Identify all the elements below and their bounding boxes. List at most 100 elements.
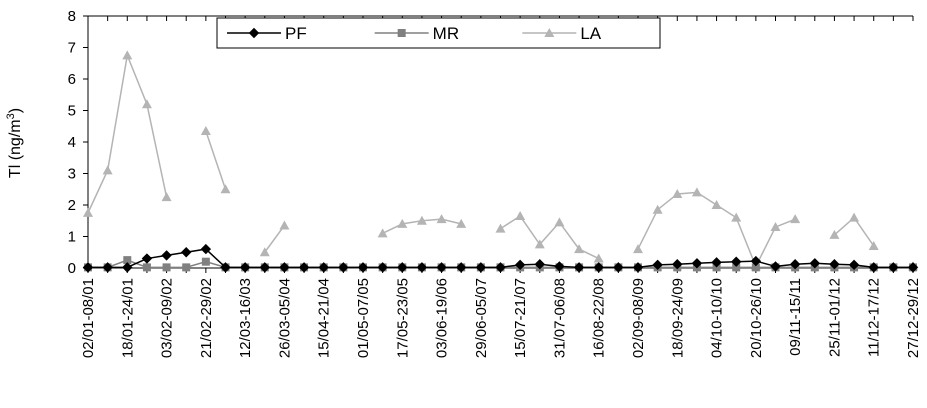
plot-area: 0 1 2 3 4 5 6 7 8 02/01-08/01 18/01-24/01 03/02-09/… <box>68 8 922 358</box>
series-pf-point <box>907 262 919 273</box>
series-pf-point <box>868 262 879 273</box>
series-pf-point <box>495 262 506 273</box>
x-tick-label: 03/06-19/06 <box>434 278 451 358</box>
x-tick-label: 02/01-08/01 <box>80 278 97 358</box>
series-pf-point <box>338 262 349 273</box>
series-la-line <box>833 216 875 247</box>
series-pf-point <box>848 259 860 271</box>
series-la-point <box>554 217 565 227</box>
series-pf-point <box>239 262 251 273</box>
series-la-point <box>574 244 585 254</box>
y-axis-title-text: Tl (ng/m <box>7 119 24 178</box>
series-mr-point <box>123 256 132 265</box>
y-tick-label: 4 <box>68 134 76 151</box>
series-pf-point <box>691 258 703 269</box>
series-la-point <box>868 240 879 250</box>
series-pf-point <box>554 261 565 272</box>
series-pf-point <box>220 262 231 273</box>
series-la-point <box>495 223 506 233</box>
series-pf-point <box>82 262 94 273</box>
series-pf-point <box>416 262 428 273</box>
series-pf-point <box>357 262 369 273</box>
y-tick-label: 5 <box>68 103 76 120</box>
series-pf-point <box>122 262 133 273</box>
series-pf-point <box>514 259 526 271</box>
legend-mr-label: MR <box>433 24 459 43</box>
series-pf-point <box>672 259 683 270</box>
x-tick-label: 18/01-24/01 <box>119 278 136 358</box>
series-la-line <box>205 130 227 190</box>
series-la-point <box>220 184 231 194</box>
series-pf-point <box>593 262 604 273</box>
x-tick-label: 01/05-07/05 <box>355 278 372 358</box>
legend-pf-label: PF <box>285 24 307 43</box>
series-pf-point <box>770 261 781 272</box>
series-pf-point <box>829 259 840 270</box>
series-la-point <box>141 99 152 109</box>
series-la-point <box>770 222 781 232</box>
series-la-point <box>652 204 663 214</box>
series-la-point <box>849 212 860 222</box>
series-la-point <box>829 229 840 239</box>
series-la-point <box>731 212 742 222</box>
series-pf-point <box>632 262 644 273</box>
series-mr-point <box>732 263 741 272</box>
series-pf-point <box>298 262 310 273</box>
series-la-point <box>259 247 270 257</box>
series-pf-point <box>397 262 408 273</box>
series-la-point <box>672 188 683 198</box>
x-tick-label: 17/05-23/05 <box>394 278 411 358</box>
series-la-point <box>279 220 290 230</box>
x-tick-label: 16/08-22/08 <box>591 278 608 358</box>
series-pf-point <box>731 256 742 267</box>
legend-box <box>216 17 661 49</box>
series-pf-point <box>809 258 820 269</box>
legend-la-marker <box>544 28 555 37</box>
x-tick-label: 15/04-21/04 <box>316 278 333 358</box>
series-la-point <box>633 244 643 254</box>
series-la-point <box>691 187 702 197</box>
x-tick-label: 20/10-26/10 <box>748 278 765 358</box>
series-mr-point <box>162 263 171 272</box>
series-la-point <box>416 215 427 225</box>
series-la-point <box>711 200 722 209</box>
x-tick-label: 26/03-05/04 <box>276 278 293 358</box>
y-tick-label: 8 <box>68 8 76 25</box>
series-la-line <box>500 215 600 260</box>
series-pf-point <box>789 259 801 270</box>
x-tick-label: 27/12-29/12 <box>905 278 922 358</box>
series-la-point <box>534 239 545 249</box>
series-la-point <box>593 253 604 263</box>
x-tick-label: 02/09-08/09 <box>630 278 647 358</box>
x-tick-label: 11/12-17/12 <box>866 278 883 357</box>
series-pf-point <box>200 243 212 255</box>
series-pf-point <box>456 262 467 273</box>
x-tick-label: 29/06-05/07 <box>473 278 490 358</box>
x-tick-label: 04/10-10/10 <box>709 278 726 358</box>
series-la-point <box>436 214 447 224</box>
series-pf-point <box>259 262 270 273</box>
svg-text:Tl (ng/m3): Tl (ng/m3) <box>5 108 24 178</box>
series-pf-point <box>652 259 663 271</box>
y-tick-label: 6 <box>68 71 76 88</box>
series-mr-point <box>201 257 210 266</box>
series-la-point <box>456 218 467 228</box>
y-axis-title-close: ) <box>7 108 24 113</box>
legend-mr-marker <box>397 29 406 37</box>
y-axis-title-superscript: 3 <box>5 113 17 119</box>
legend: PF MR LA <box>216 17 661 49</box>
x-tick-label: 12/03-16/03 <box>237 278 254 358</box>
series-pf-point <box>102 262 113 273</box>
series-la-point <box>122 50 133 60</box>
series-la-point <box>790 214 801 224</box>
series-pf-point <box>141 253 153 264</box>
series-la-point <box>515 211 526 221</box>
y-tick-label: 2 <box>68 197 76 214</box>
legend-pf-marker <box>248 27 260 39</box>
series-pf-point <box>318 262 329 273</box>
series-mr-point <box>182 263 191 272</box>
series-la-point <box>102 165 113 175</box>
series-pf-point <box>475 262 487 273</box>
x-tick-label: 25/11-01/12 <box>826 278 843 357</box>
